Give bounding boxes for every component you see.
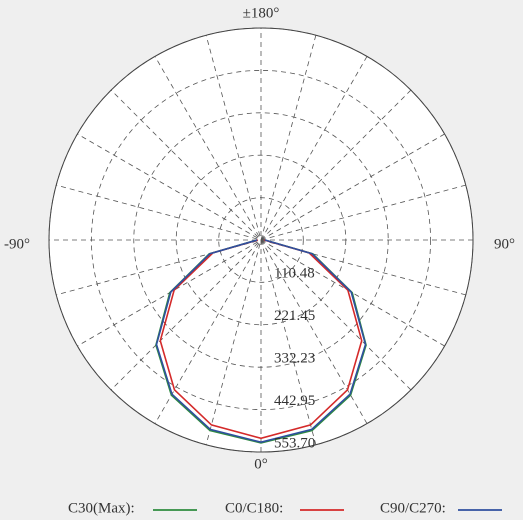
- theta-tick-label: 0°: [254, 456, 268, 472]
- legend-label: C0/C180:: [225, 500, 283, 516]
- legend-label: C90/C270:: [380, 500, 446, 516]
- r-tick-label: 332.23: [274, 351, 315, 367]
- series-line: [159, 239, 363, 440]
- r-tick-label: 553.70: [274, 435, 315, 451]
- series-line: [155, 239, 367, 443]
- ring-grid-line: [175, 154, 347, 326]
- theta-tick-label: ±180°: [243, 5, 280, 21]
- ring-grid-line: [91, 70, 431, 410]
- r-tick-label: 442.95: [274, 393, 315, 409]
- ring-grid-line: [133, 112, 389, 368]
- angle-grid-line: [110, 89, 412, 391]
- outer-circle: [48, 27, 474, 453]
- r-tick-label: 221.45: [274, 308, 315, 324]
- r-tick-label: 110.48: [274, 266, 315, 282]
- theta-tick-label: 90°: [494, 236, 515, 252]
- legend-label: C30(Max):: [68, 500, 135, 516]
- angle-grid-line: [205, 35, 317, 445]
- theta-tick-label: -90°: [4, 236, 30, 252]
- ring-grid-line: [218, 197, 304, 283]
